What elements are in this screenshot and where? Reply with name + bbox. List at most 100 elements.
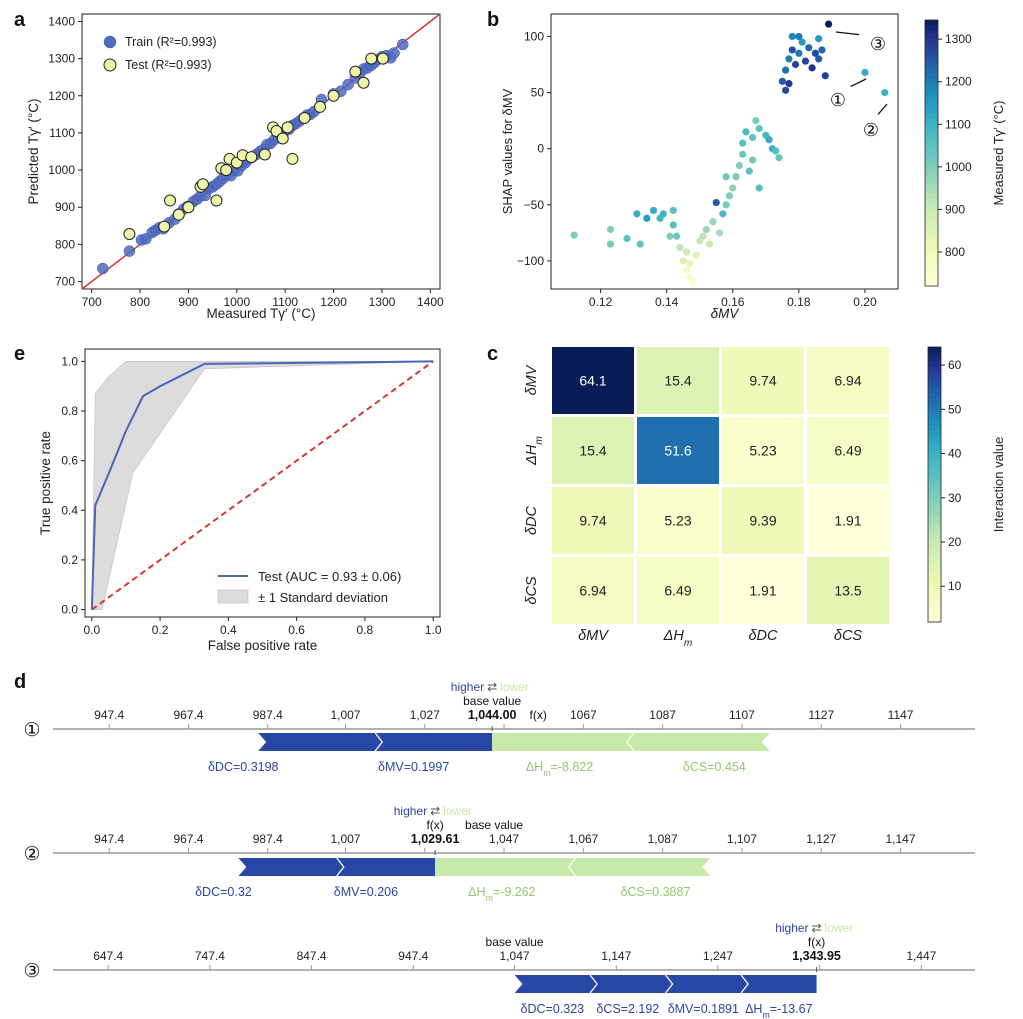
panel-b-colorbar-segment [925, 263, 938, 269]
panel-c-colorbar-segment [928, 406, 941, 412]
panel-label-a: a [14, 9, 26, 31]
panel-b-annotation-arrow [835, 31, 860, 36]
panel-c-col-label: ΔHm [663, 628, 693, 649]
panel-b-colorbar-segment [925, 277, 938, 283]
panel-c-colorbar-segment [928, 530, 941, 536]
panel-b-colorbar-segment [925, 37, 938, 43]
panel-a-test-point [172, 208, 185, 221]
panel-c-cell [807, 347, 889, 414]
panel-c-cell-label: 13.5 [834, 583, 861, 599]
panel-b-colorbar-segment [925, 99, 938, 105]
panel-label-e: e [14, 343, 25, 365]
panel-b-point [752, 117, 760, 125]
panel-c-cell-label: 5.23 [749, 443, 776, 459]
panel-b-point [725, 192, 734, 200]
panel-b-xtick-label: 0.14 [655, 295, 679, 309]
panel-a-ytick-label: 800 [55, 237, 75, 251]
panel-c-colorbar-segment [928, 365, 941, 371]
panel-d-force-plots: ① 947.4 967.4 987.4 1,007 1,027 1067 1087 1107 11… [23, 680, 975, 1019]
panel-b-xtick-label: 0.16 [721, 295, 745, 309]
panel-a-test-point [164, 194, 177, 207]
panel-d-tick-label: 1,027 [410, 708, 440, 722]
panel-c-colorbar-tick-label: 40 [948, 447, 962, 461]
panel-c-colorbar-segment [928, 379, 941, 385]
panel-c-colorbar-segment [928, 429, 941, 435]
panel-d-higher-label: higher [451, 680, 484, 694]
panel-c-cell-label: 15.4 [664, 373, 691, 389]
panel-c-colorbar-segment [928, 608, 941, 614]
panel-e-chance-line [91, 360, 434, 611]
panel-c-colorbar-segment [928, 548, 941, 554]
panel-d-tick-label: 1,067 [568, 832, 598, 846]
panel-e-xtick-label: 0.8 [357, 623, 374, 637]
panel-b-colorbar-segment [925, 179, 938, 185]
panel-c-cell [637, 347, 719, 414]
panel-d-tick-label: 1,127 [806, 832, 836, 846]
panel-d-feature-separator [589, 974, 598, 994]
panel-e-roc-curve [90, 360, 434, 610]
panel-d-positive-bar [238, 858, 436, 876]
panel-c-colorbar-segment [928, 521, 941, 527]
panel-b-colorbar-segment [925, 28, 938, 34]
panel-d-tick-label: 747.4 [195, 949, 225, 963]
panel-b-point [699, 232, 707, 240]
panel-c-cell-label: 6.49 [664, 583, 691, 599]
panel-a-test-point [210, 194, 223, 207]
panel-d-negative-bar [435, 858, 711, 876]
panel-b-colorbar-segment [925, 86, 938, 92]
panel-c-cell-label: 9.39 [749, 513, 776, 529]
panel-b-colorbar-segment [925, 139, 938, 145]
panel-b-colorbar-frame [924, 19, 939, 287]
panel-b-annotation-2: ② [863, 120, 879, 140]
panel-d-tick-label: 1,107 [727, 832, 757, 846]
panel-b-point [745, 167, 753, 175]
panel-b-point [881, 88, 889, 97]
panel-c-colorbar-segment [928, 484, 941, 490]
panel-c-cell-label: 6.94 [834, 373, 861, 389]
panel-d-tick-label: 647.4 [93, 949, 123, 963]
panel-b-colorbar-tick-label: 1100 [945, 117, 971, 131]
panel-b-point [815, 35, 823, 43]
panel-c-colorbar-segment [928, 374, 941, 380]
panel-c-colorbar-tick-label: 50 [948, 402, 962, 416]
panel-b-point [825, 20, 833, 28]
panel-c-cell-label: 6.49 [834, 443, 861, 459]
panel-d-feature-label-negative: ΔHm=-9.262 [468, 885, 535, 903]
panel-c-cell-label: 51.6 [664, 443, 691, 459]
panel-c-colorbar-segment [928, 603, 941, 609]
panel-b-point [742, 128, 750, 136]
panel-c-colorbar-segment [928, 411, 941, 417]
panel-b-colorbar-segment [925, 121, 938, 127]
panel-c-colorbar-segment [928, 585, 941, 591]
panel-b-colorbar-segment [925, 73, 938, 79]
panel-d-lower-label: lower [825, 921, 854, 935]
panel-d-feature-label-positive: ΔHm=-13.67 [745, 1002, 812, 1019]
panel-d-feature-label-positive: δMV=0.1997 [378, 760, 449, 774]
panel-d-tick-label: 1,147 [886, 832, 916, 846]
panel-c-colorbar-segment [928, 369, 941, 376]
panel-c-colorbar-segment [928, 557, 941, 564]
panel-b-point [659, 210, 667, 218]
panel-b-colorbar-segment [925, 210, 938, 216]
panel-d-tick-label: 987.4 [253, 708, 283, 722]
panel-c-cell [637, 557, 719, 624]
panel-c-colorbar-segment [928, 571, 941, 577]
panel-e-xtick-label: 0.6 [288, 623, 305, 637]
panel-d-plot-id: ③ [23, 961, 40, 982]
panel-c-colorbar-segment [928, 438, 941, 444]
panel-c-colorbar-segment [928, 457, 941, 463]
panel-c-colorbar-segment [928, 576, 941, 582]
panel-a-test-point [182, 201, 195, 214]
panel-b-point [643, 214, 651, 222]
panel-b-colorbar-segment [925, 33, 938, 39]
panel-b-point [739, 150, 747, 158]
panel-c-colorbar-segment [928, 434, 941, 440]
panel-e-ytick-label: 0.8 [61, 404, 78, 418]
panel-b-colorbar-segment [925, 126, 938, 132]
panel-b-colorbar-segment [925, 161, 938, 167]
panel-d-fx-value: 1,029.61 [411, 832, 460, 846]
panel-c-row-label: δDC [524, 505, 540, 535]
panel-e-ytick-label: 0.6 [61, 454, 78, 468]
panel-d-tick-label: 1067 [570, 708, 597, 722]
